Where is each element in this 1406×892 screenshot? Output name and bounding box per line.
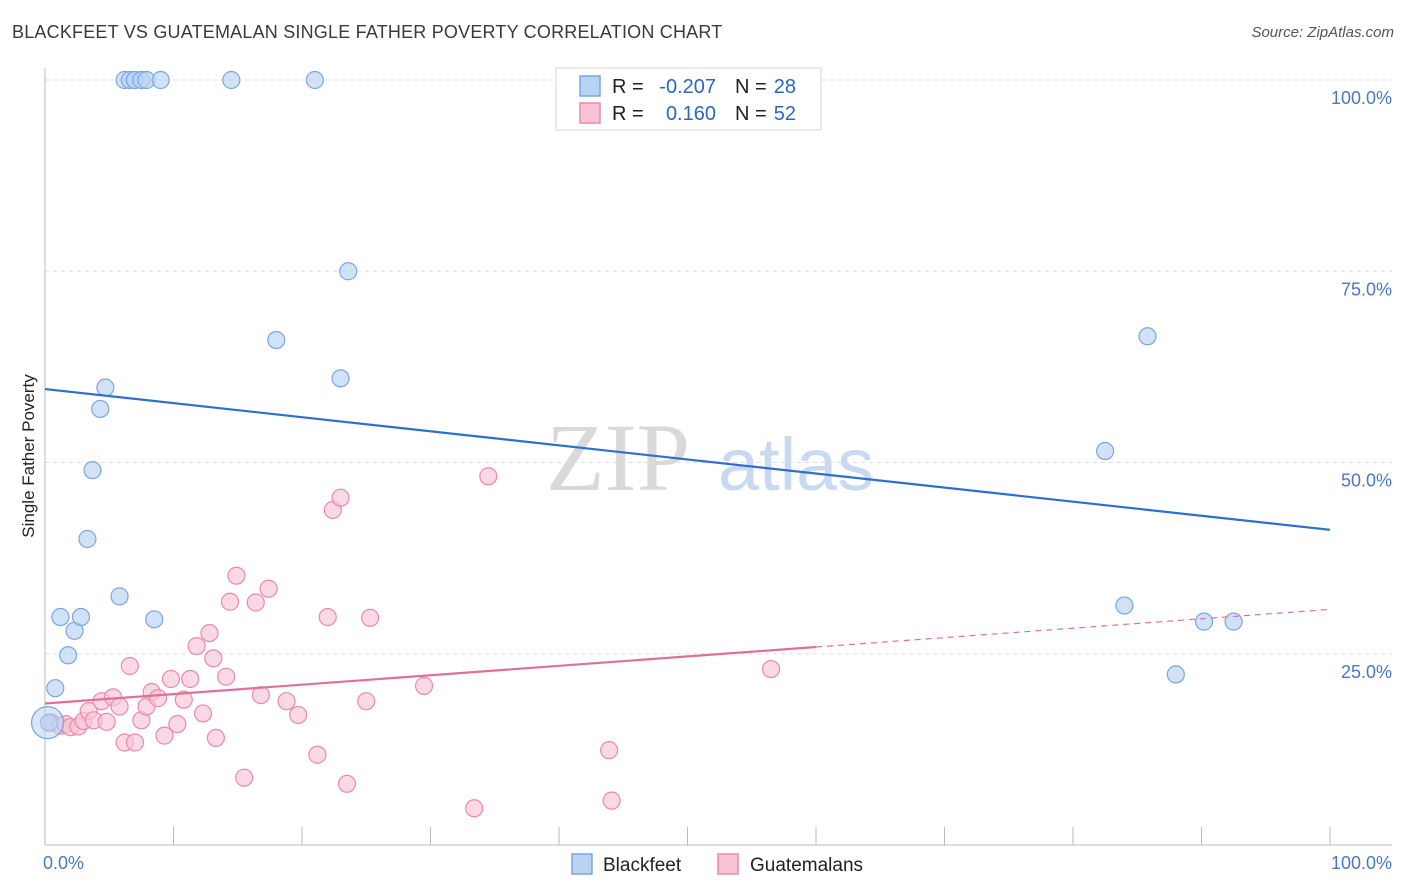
row1-n-label: N = — [735, 76, 767, 98]
source-label: Source: ZipAtlas.com — [1251, 24, 1394, 41]
y-tick-label-2: 50.0% — [1341, 471, 1392, 491]
blackfeet-point-2 — [51, 607, 70, 627]
blackfeet-trend-line — [44, 387, 1331, 531]
blackfeet-point-17 — [151, 70, 170, 90]
guatemalans-point-37 — [289, 705, 308, 725]
guatemalans-point-9 — [97, 712, 116, 731]
blackfeet-point-1 — [46, 679, 65, 698]
guatemalans-points — [42, 467, 781, 818]
series-legend: Blackfeet Guatemalans — [571, 853, 863, 876]
guatemalans-point-48 — [600, 741, 619, 760]
guatemalans-point-25 — [193, 704, 213, 723]
y-tick-labels: 100.0% 75.0% 50.0% 25.0% — [1331, 88, 1392, 682]
blackfeet-point-11 — [145, 610, 164, 629]
legend-guatemalans-label: Guatemalans — [750, 855, 863, 876]
guatemalans-point-32 — [235, 768, 254, 787]
guatemalans-point-31 — [227, 566, 246, 585]
blackfeet-point-26 — [1166, 665, 1185, 684]
chart-title: BLACKFEET VS GUATEMALAN SINGLE FATHER PO… — [12, 22, 723, 42]
guatemalans-trend-line-extension — [815, 608, 1331, 648]
guatemalans-point-30 — [220, 592, 240, 611]
guatemalans-point-24 — [187, 636, 206, 656]
blackfeet-point-25 — [1138, 327, 1157, 346]
guatemalans-point-27 — [204, 649, 223, 668]
guatemalans-point-34 — [251, 685, 270, 705]
grid-lines — [45, 79, 1392, 655]
guatemalans-point-43 — [357, 692, 376, 711]
blackfeet-point-9 — [96, 378, 115, 397]
row2-n-value: 52 — [774, 103, 796, 125]
blackfeet-point-22 — [339, 262, 358, 281]
legend-blackfeet-swatch — [571, 853, 593, 875]
row1-n-value: 28 — [774, 76, 796, 98]
guatemalans-point-19 — [155, 726, 174, 745]
blackfeet-cluster-point — [30, 705, 65, 740]
guatemalans-point-44 — [361, 608, 380, 627]
guatemalans-point-20 — [161, 669, 181, 689]
blackfeet-point-8 — [91, 399, 110, 419]
blackfeet-point-20 — [267, 331, 286, 350]
guatemalans-point-21 — [168, 715, 187, 734]
guatemalans-point-47 — [479, 467, 498, 486]
guatemalans-point-39 — [318, 607, 337, 627]
legend-guatemalans-swatch — [717, 853, 739, 875]
blackfeet-point-5 — [71, 607, 91, 627]
guatemalans-point-28 — [206, 728, 226, 748]
legend-blackfeet-label: Blackfeet — [603, 855, 682, 876]
guatemalans-point-14 — [125, 733, 145, 752]
x-tick-label-0: 0.0% — [43, 853, 84, 873]
guatemalans-point-33 — [246, 593, 265, 612]
guatemalans-point-26 — [200, 623, 219, 643]
guatemalans-point-18 — [148, 689, 168, 708]
guatemalans-swatch — [579, 102, 601, 124]
x-tick-label-1: 100.0% — [1331, 853, 1392, 873]
guatemalans-trend-line — [44, 645, 817, 705]
stats-legend: R = -0.207 N = 28 R = 0.160 N = 52 — [555, 67, 822, 131]
y-tick-label-1: 75.0% — [1341, 279, 1392, 299]
blackfeet-point-27 — [1194, 612, 1214, 631]
blackfeet-point-3 — [59, 646, 78, 665]
blackfeet-point-18 — [222, 70, 241, 90]
guatemalans-point-38 — [308, 745, 327, 764]
row2-r-value: 0.160 — [666, 103, 716, 125]
blackfeet-swatch — [579, 75, 601, 97]
row1-r-label: R = — [612, 76, 644, 98]
guatemalans-point-29 — [217, 667, 236, 686]
y-axis-title: Single Father Poverty — [19, 374, 38, 538]
watermark-atlas: atlas — [718, 423, 874, 506]
blackfeet-point-21 — [331, 369, 350, 388]
guatemalans-point-41 — [331, 488, 350, 507]
guatemalans-point-35 — [259, 579, 278, 598]
row2-n-label: N = — [735, 103, 767, 125]
blackfeet-point-7 — [83, 461, 102, 480]
row2-r-label: R = — [612, 103, 644, 125]
blackfeet-point-24 — [1115, 596, 1134, 615]
watermark: ZIP atlas — [546, 404, 874, 511]
blackfeet-point-19 — [305, 70, 324, 90]
x-tick-labels: 0.0% 100.0% — [43, 853, 1392, 873]
trend-lines — [44, 387, 1331, 705]
blackfeet-point-28 — [1224, 612, 1243, 631]
blackfeet-point-10 — [110, 587, 129, 606]
y-tick-label-0: 100.0% — [1331, 88, 1392, 108]
guatemalans-point-45 — [414, 676, 434, 695]
guatemalans-point-46 — [465, 799, 484, 818]
guatemalans-point-49 — [602, 791, 621, 810]
guatemalans-point-50 — [761, 659, 781, 679]
guatemalans-point-13 — [120, 656, 139, 676]
blackfeet-points — [30, 70, 1243, 740]
blackfeet-point-23 — [1096, 441, 1115, 461]
row1-r-value: -0.207 — [659, 76, 716, 98]
guatemalans-point-22 — [174, 690, 193, 709]
guatemalans-point-42 — [337, 774, 357, 793]
blackfeet-point-6 — [78, 529, 97, 549]
guatemalans-point-36 — [277, 692, 296, 711]
y-tick-label-3: 25.0% — [1341, 662, 1392, 682]
guatemalans-point-23 — [181, 669, 200, 689]
guatemalans-point-11 — [110, 697, 129, 716]
